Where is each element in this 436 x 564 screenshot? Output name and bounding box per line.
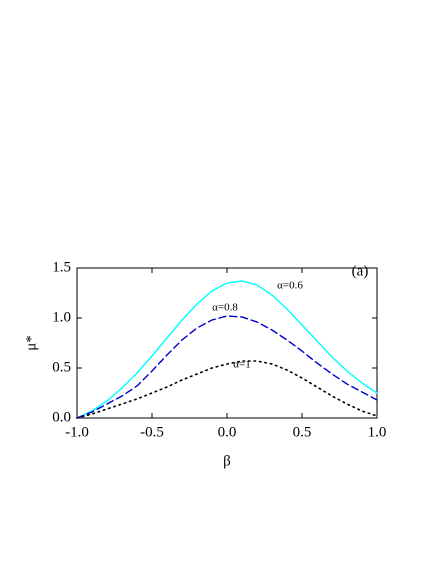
x-tick-label: 0.0 [218, 424, 237, 440]
x-tick-label: -0.5 [140, 424, 164, 440]
panel-label: (a) [352, 263, 369, 279]
x-tick-label: -1.0 [65, 424, 89, 440]
x-tick-label: 1.0 [368, 424, 387, 440]
series-line [76, 280, 378, 419]
y-axis-label: μ* [23, 335, 39, 351]
series-annotation: α=0.6 [277, 280, 303, 292]
series-annotation: α=0.8 [212, 302, 238, 314]
series-annotation: α=1 [233, 359, 250, 371]
x-axis-label: β [223, 453, 231, 469]
x-tick-label: 0.5 [293, 424, 312, 440]
y-tick-label: 0.5 [52, 359, 71, 375]
y-tick-label: 1.5 [52, 259, 71, 275]
y-tick-label: 1.0 [52, 309, 71, 325]
y-tick-label: 0.0 [52, 409, 71, 425]
series-line [76, 315, 378, 419]
series-line [76, 360, 378, 419]
